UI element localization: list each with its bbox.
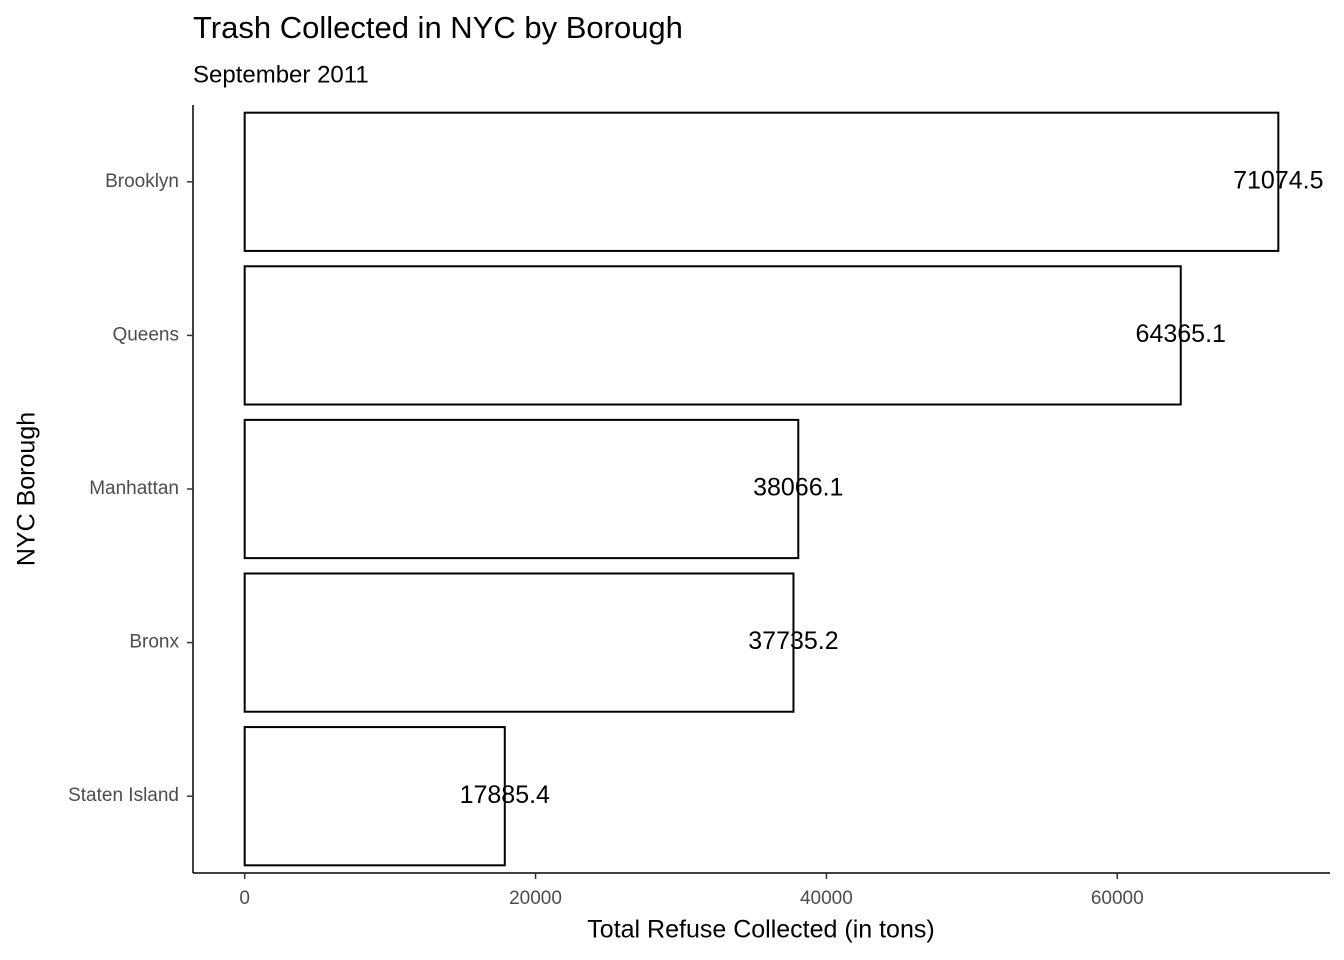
data-label: 64365.1 xyxy=(1136,320,1226,348)
bar xyxy=(243,111,1280,252)
bar xyxy=(243,572,795,713)
y-tick-label: Manhattan xyxy=(89,478,179,499)
data-label: 38066.1 xyxy=(753,474,843,502)
x-tick-label: 20000 xyxy=(509,888,562,909)
y-tick-label: Bronx xyxy=(129,632,179,653)
data-label: 17885.4 xyxy=(460,781,550,809)
data-label: 37735.2 xyxy=(748,627,838,655)
y-tick-label: Brooklyn xyxy=(105,171,179,192)
x-tick-label: 0 xyxy=(239,888,250,909)
y-tick-label: Staten Island xyxy=(68,785,179,806)
bar xyxy=(243,265,1182,406)
x-tick-label: 60000 xyxy=(1091,888,1144,909)
x-tick-label: 40000 xyxy=(800,888,853,909)
bar xyxy=(243,418,800,560)
y-axis-title: NYC Borough xyxy=(13,412,41,566)
bar xyxy=(243,726,506,867)
chart-subtitle: September 2011 xyxy=(193,61,369,88)
x-axis-title: Total Refuse Collected (in tons) xyxy=(587,916,934,944)
y-tick-label: Queens xyxy=(112,324,179,345)
data-label: 71074.5 xyxy=(1233,166,1323,194)
chart-title: Trash Collected in NYC by Borough xyxy=(193,10,683,45)
